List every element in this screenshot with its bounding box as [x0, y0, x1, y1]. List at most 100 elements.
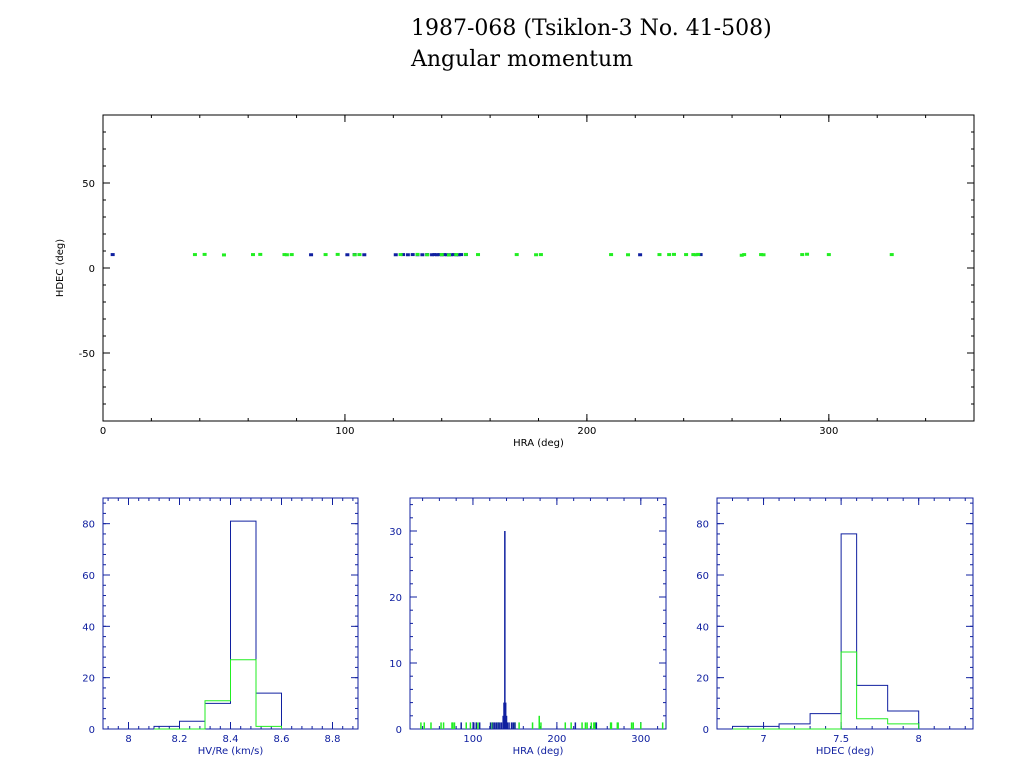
scatter-point-blue: [459, 253, 464, 257]
chart-title-line1: 1987-068 (Tsiklon-3 No. 41-508): [411, 16, 772, 41]
scatter-point-blue: [410, 253, 415, 257]
y-tick-label: 60: [696, 571, 709, 582]
scatter-point-green: [425, 253, 430, 257]
y-tick-label: 0: [703, 725, 709, 736]
y-tick-label: 30: [389, 527, 402, 538]
scatter-point-green: [693, 253, 698, 257]
scatter-point-blue: [432, 253, 437, 257]
scatter-point-green: [335, 252, 340, 256]
scatter-point-green: [357, 253, 362, 257]
scatter-point-green: [626, 253, 631, 257]
scatter-point-green: [415, 252, 420, 256]
y-tick-label: 80: [696, 520, 709, 531]
scatter-point-green: [739, 253, 744, 257]
scatter-point-green: [476, 253, 481, 257]
x-tick-label: 8: [916, 734, 922, 745]
histogram-step-green: [154, 659, 282, 730]
x-tick-label: 200: [577, 426, 596, 437]
plot-frame: [102, 114, 975, 422]
x-axis-label: HRA (deg): [513, 746, 564, 757]
scatter-point-blue: [420, 253, 425, 257]
scatter-point-green: [251, 253, 256, 257]
scatter-point-green: [805, 252, 810, 256]
panel-3: 100 200 300 0 10 20 30 HRA (deg): [389, 497, 667, 757]
scatter-point-green: [696, 252, 701, 256]
x-axis-label: HRA (deg): [513, 438, 564, 449]
scatter-point-green: [258, 252, 263, 256]
y-axis-label: HDEC (deg): [55, 239, 66, 297]
scatter-point-green: [657, 253, 662, 257]
y-tick-label: 20: [696, 674, 709, 685]
y-tick-label: 20: [82, 674, 95, 685]
chart-title-line2: Angular momentum: [411, 47, 633, 72]
scatter-point-green: [538, 253, 543, 257]
x-tick-label: 8.4: [223, 734, 239, 745]
x-tick-label: 7: [760, 734, 766, 745]
histogram-step-blue: [153, 520, 282, 729]
scatter-point-green: [609, 253, 614, 257]
scatter-point-green: [514, 253, 519, 257]
scatter-point-green: [889, 253, 894, 257]
scatter-point-green: [398, 253, 403, 257]
y-tick-label: 20: [389, 593, 402, 604]
x-tick-label: 8.8: [325, 734, 341, 745]
scatter-point-green: [826, 253, 831, 257]
scatter-point-green: [684, 253, 689, 257]
scatter-point-blue: [401, 253, 406, 257]
y-tick-label: 60: [82, 571, 95, 582]
scatter-point-green: [202, 252, 207, 256]
x-tick-label: 8.2: [172, 734, 188, 745]
scatter-point-green: [284, 253, 289, 257]
y-tick-label: 0: [89, 264, 95, 275]
scatter-point-blue: [393, 253, 398, 257]
plot-frame: [409, 497, 667, 730]
y-tick-label: 80: [82, 520, 95, 531]
scatter-point-green: [534, 253, 539, 257]
scatter-point-blue: [405, 253, 410, 257]
scatter-point-blue: [434, 253, 439, 257]
y-tick-label: -50: [79, 349, 95, 360]
scatter-point-green: [761, 253, 766, 257]
scatter-point-blue: [442, 253, 447, 257]
scatter-point-green: [221, 253, 226, 257]
x-tick-label: 200: [547, 734, 566, 745]
y-tick-label: 40: [82, 622, 95, 633]
scatter-point-green: [439, 253, 444, 257]
scatter-point-blue: [345, 253, 350, 257]
x-tick-label: 0: [100, 426, 106, 437]
scatter-point-blue: [456, 253, 461, 257]
x-tick-label: 100: [335, 426, 354, 437]
scatter-point-green: [352, 253, 357, 257]
x-tick-label: 100: [463, 734, 482, 745]
scatter-point-blue: [430, 253, 435, 257]
scatter-point-blue: [309, 253, 314, 257]
histogram-step-blue: [732, 533, 920, 729]
scatter-point-green: [691, 253, 696, 257]
plot-frame: [716, 497, 974, 730]
scatter-point-blue: [444, 253, 449, 257]
x-tick-label: 300: [819, 426, 838, 437]
x-tick-label: 8: [125, 734, 131, 745]
x-tick-label: 8.6: [274, 734, 290, 745]
scatter-point-green: [463, 252, 468, 256]
scatter-point-blue: [449, 253, 454, 257]
scatter-point-green: [192, 253, 197, 257]
scatter-point-green: [323, 253, 328, 257]
scatter-point-green: [446, 253, 451, 257]
y-tick-label: 50: [82, 179, 95, 190]
scatter-point-blue: [451, 253, 456, 257]
scatter-point-green: [454, 253, 459, 257]
panel-2: 8 8.2 8.4 8.6 8.8 0 20 40 60 80 HV/Re (km/s): [82, 497, 359, 757]
y-tick-label: 0: [396, 725, 402, 736]
y-tick-label: 10: [389, 659, 402, 670]
y-tick-label: 0: [89, 725, 95, 736]
scatter-point-green: [671, 252, 676, 256]
x-axis-label: HDEC (deg): [816, 746, 874, 757]
histogram-step-green: [732, 651, 920, 730]
x-tick-label: 300: [631, 734, 650, 745]
scatter-point-blue: [437, 253, 442, 257]
scatter-point-green: [289, 253, 294, 257]
scatter-point-blue: [698, 253, 703, 257]
